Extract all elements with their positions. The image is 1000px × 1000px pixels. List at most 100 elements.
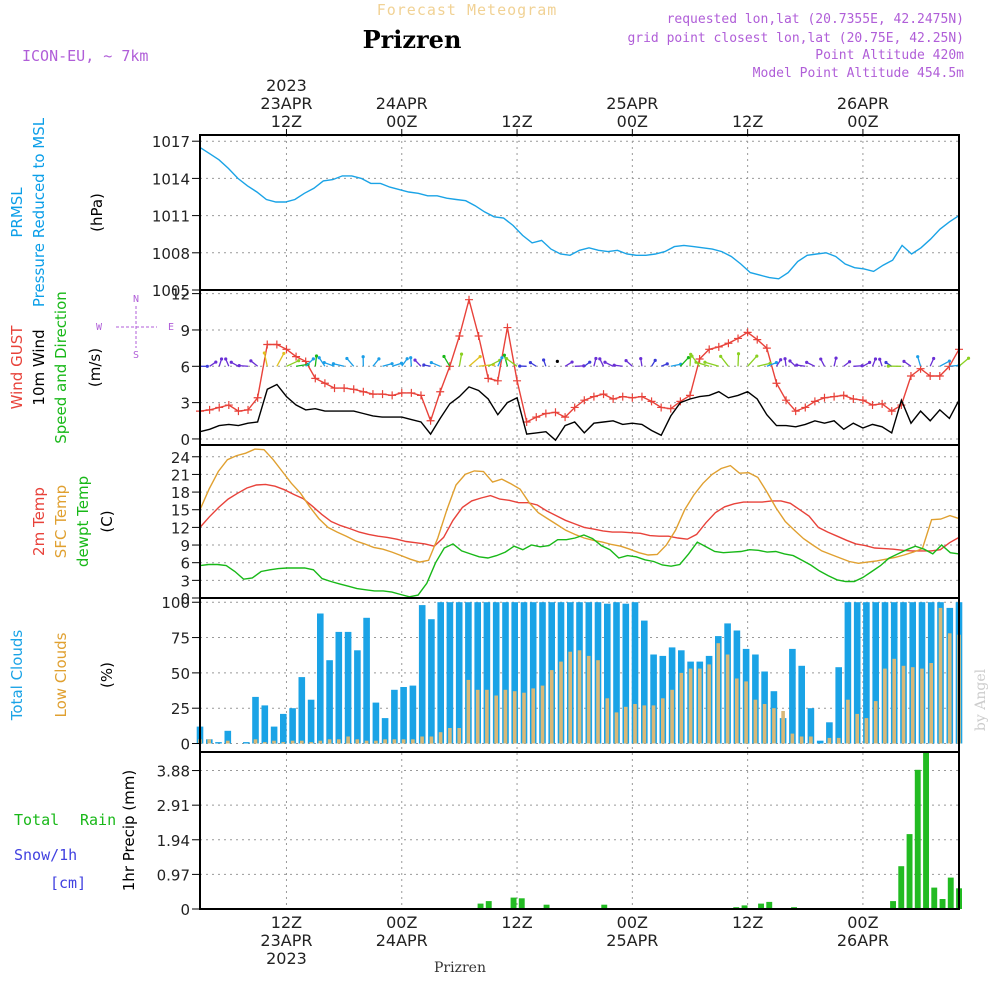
- wind-arrow-head: [237, 363, 241, 368]
- y-tick-label: 1008: [152, 245, 190, 263]
- cloud-bar: [307, 699, 315, 744]
- top-time-label: 00Z: [386, 112, 417, 131]
- compass-east: E: [168, 322, 174, 333]
- cloud-bar: [520, 602, 528, 744]
- cloud-bar: [864, 718, 869, 744]
- gust-marker: [330, 384, 339, 393]
- wind-arrow-head: [229, 360, 233, 364]
- cloud-bar: [568, 651, 572, 744]
- gust-marker: [551, 408, 560, 417]
- y-tick-label: 9: [180, 537, 190, 555]
- panel-frame: [199, 444, 960, 599]
- series-line: [199, 383, 960, 442]
- cloud-bar: [455, 602, 463, 744]
- cloud-bar: [735, 678, 739, 744]
- series-line: [199, 483, 960, 552]
- wind-arrow-head: [779, 358, 783, 362]
- wind-arrow-head: [500, 356, 504, 360]
- wind-arrow-head: [409, 356, 413, 360]
- wind-arrow-head: [361, 355, 365, 359]
- cloud-bar: [938, 607, 943, 744]
- cloud-bar: [641, 620, 648, 744]
- cloud-bar: [624, 706, 628, 744]
- wind-arrow-head: [542, 358, 546, 362]
- y-tick-label: 1014: [152, 170, 190, 188]
- footer-location: Prizren: [434, 960, 486, 976]
- wind-arrow: [939, 360, 950, 367]
- y-tick-label: 100: [161, 594, 190, 612]
- cloud-bar: [799, 736, 804, 744]
- cloud-bar: [614, 712, 619, 744]
- cloud-bar: [391, 689, 398, 744]
- wind-arrow-head: [555, 359, 559, 363]
- cloud-bar: [633, 704, 637, 744]
- cloud-bar: [494, 695, 498, 744]
- gust-marker: [743, 328, 752, 337]
- cloud-bar: [318, 740, 323, 744]
- cloud-bar: [910, 667, 915, 744]
- wind-arrow: [305, 358, 314, 367]
- top-time-label: 12Z: [271, 112, 302, 131]
- wind-arrow: [468, 356, 481, 367]
- gust-marker: [609, 394, 618, 403]
- panel-axis-label: Speed and Direction: [52, 291, 70, 444]
- cloud-bar: [540, 685, 545, 744]
- gust-marker: [244, 405, 253, 414]
- series-line: [199, 296, 960, 424]
- precip-bar: [758, 903, 764, 909]
- wind-arrow-head: [612, 363, 616, 367]
- gust-marker: [734, 334, 743, 343]
- y-tick-label: 1005: [152, 282, 190, 300]
- wind-arrow-head: [528, 361, 533, 365]
- y-tick-label: 50: [171, 665, 190, 683]
- cloud-bar: [502, 602, 509, 744]
- gust-marker: [820, 393, 829, 402]
- location-title: Prizren: [363, 25, 462, 54]
- cloud-bar: [642, 705, 647, 744]
- cloud-bar: [326, 660, 333, 744]
- precip-label-unit: [cm]: [50, 874, 86, 892]
- precip-label-total: Total: [14, 811, 59, 829]
- gust-marker: [810, 397, 819, 406]
- bottom-time-label: 00Z: [847, 913, 878, 932]
- y-tick-label: 1011: [152, 208, 190, 226]
- wind-arrow: [747, 355, 758, 367]
- gust-marker: [340, 384, 349, 393]
- cloud-bar: [272, 740, 276, 744]
- y-tick-label: 18: [171, 484, 190, 502]
- wind-arrow-head: [429, 360, 433, 365]
- cloud-bar: [883, 668, 887, 744]
- cloud-bar: [446, 602, 454, 744]
- cloud-bar: [744, 681, 748, 744]
- cloud-bar: [354, 650, 361, 744]
- wind-arrow-head: [297, 359, 301, 363]
- wind-arrow-head: [878, 357, 882, 361]
- cloud-bar: [409, 685, 417, 744]
- model-label: ICON-EU, ~ 7km: [22, 47, 148, 65]
- y-tick-label: 21: [171, 466, 190, 484]
- cloud-bar: [392, 739, 397, 744]
- cloud-bar: [604, 603, 611, 744]
- panel-axis-label: Low Clouds: [52, 632, 70, 717]
- gust-marker: [253, 393, 262, 402]
- y-tick-label: 15: [171, 502, 190, 520]
- wind-arrow-head: [311, 357, 315, 361]
- panel-axis-label: 10m Wind: [30, 329, 48, 405]
- panel-axis-label: 2m Temp: [30, 487, 48, 556]
- cloud-bar: [613, 602, 620, 744]
- y-tick-label: 0: [180, 901, 190, 919]
- cloud-bar: [298, 677, 306, 744]
- cloud-bar: [559, 661, 563, 744]
- precip-bar: [766, 901, 773, 909]
- super-title: Forecast Meteogram: [377, 1, 558, 19]
- wind-arrow-head: [665, 362, 669, 366]
- cloud-bar: [688, 668, 693, 744]
- y-tick-label: 75: [171, 630, 190, 648]
- wind-arrow-head: [405, 357, 409, 361]
- cloud-bar: [650, 654, 657, 744]
- wind-arrow: [487, 359, 501, 367]
- cloud-bar: [512, 691, 517, 744]
- gust-marker: [782, 396, 791, 405]
- precip-bar: [914, 769, 921, 909]
- cloud-bar: [661, 698, 665, 744]
